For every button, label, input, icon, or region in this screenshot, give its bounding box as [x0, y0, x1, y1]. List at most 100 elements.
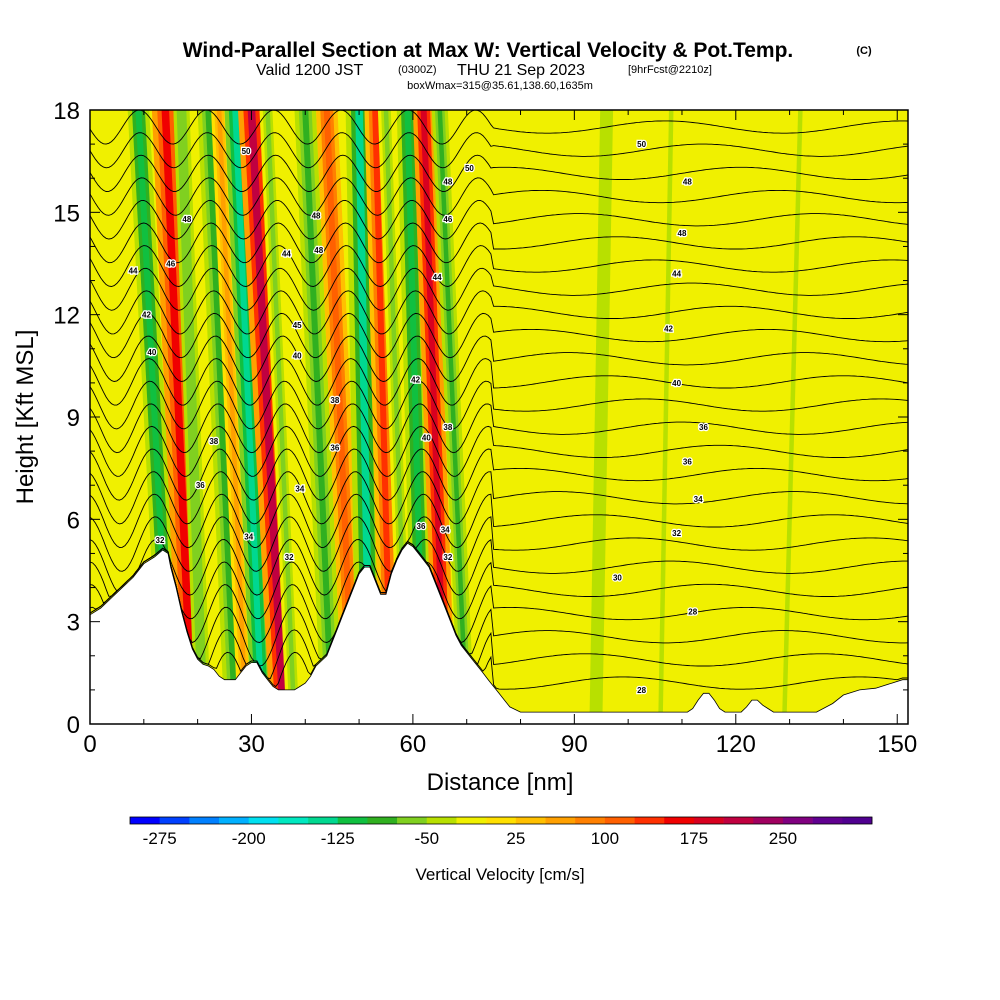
colorbar-label: -200: [232, 829, 266, 848]
x-tick-label: 0: [83, 731, 96, 758]
theta-contour: [90, 540, 908, 680]
colorbar-title: Vertical Velocity [cm/s]: [415, 865, 584, 884]
contour-label: 48: [182, 215, 191, 224]
contour-label: 50: [242, 147, 251, 156]
contour-label: 48: [683, 178, 692, 187]
colorbar-label: -50: [415, 829, 440, 848]
svg-text:THU 21 Sep 2023: THU 21 Sep 2023: [457, 62, 585, 79]
contour-label: 38: [330, 396, 339, 405]
theta-contour: [90, 222, 908, 264]
colorbar-label: 25: [506, 829, 525, 848]
colorbar-swatch: [189, 817, 220, 824]
chart-subtitle: Valid 1200 JST (0300Z) THU 21 Sep 2023 […: [256, 62, 712, 79]
colorbar-swatch: [545, 817, 576, 824]
velocity-band: [592, 110, 610, 724]
svg-text:Valid 1200 JST: Valid 1200 JST: [256, 62, 364, 79]
contour-label: 28: [637, 686, 646, 695]
colorbar-label: -125: [321, 829, 355, 848]
colorbar-swatch: [575, 817, 606, 824]
colorbar-swatch: [664, 817, 695, 824]
contour-label: 48: [312, 212, 321, 221]
colorbar-swatch: [248, 817, 279, 824]
terrain-mask: [90, 542, 908, 724]
theta-contour: [90, 448, 908, 501]
y-tick-label: 0: [67, 712, 80, 739]
colorbar-swatch: [278, 817, 309, 824]
plot-area: 44 42 40 32 46 48 36 38 50 34 44 32 45 40 34 48 48 38 36 42…: [90, 110, 908, 724]
contour-label: 40: [293, 352, 302, 361]
theta-contour: [90, 267, 908, 311]
contour-label: 42: [142, 311, 151, 320]
velocity-band: [302, 110, 336, 724]
colorbar-swatch: [604, 817, 635, 824]
colorbar-label: 100: [591, 829, 619, 848]
contour-label: 45: [293, 321, 302, 330]
colorbar-labels: -275 -200 -125 -50 25 100 175 250: [143, 829, 797, 848]
colorbar-swatch: [397, 817, 428, 824]
velocity-band: [781, 110, 803, 724]
contour-label: 30: [613, 573, 622, 582]
velocity-field: [127, 110, 809, 724]
colorbar-swatch: [219, 817, 250, 824]
x-axis: 0 30 60 90 120 150: [83, 110, 917, 758]
theta-contour: [90, 540, 908, 620]
theta-contour: [90, 540, 908, 690]
contour-label: 38: [443, 423, 452, 432]
colorbar-label: 175: [680, 829, 708, 848]
contour-label: 42: [664, 324, 673, 333]
colorbar-swatch: [486, 817, 517, 824]
theta-contour: [90, 493, 908, 548]
theta-contour: [90, 245, 908, 287]
colorbar-swatch: [782, 817, 813, 824]
colorbar-swatch: [456, 817, 487, 824]
y-tick-label: 12: [53, 303, 80, 330]
contour-label: 34: [295, 485, 304, 494]
velocity-band: [179, 110, 206, 724]
theta-contour: [90, 200, 908, 240]
contour-label: 38: [209, 437, 218, 446]
copyright-mark: (C): [856, 45, 872, 57]
colorbar-frame: [129, 816, 873, 825]
colorbar-swatch: [634, 817, 665, 824]
x-tick-label: 90: [561, 731, 588, 758]
theta-contour: [90, 312, 908, 359]
theta-contour: [90, 540, 908, 667]
colorbar-swatch: [367, 817, 398, 824]
contour-label: 36: [330, 444, 339, 453]
y-tick-label: 9: [67, 405, 80, 432]
x-tick-label: 120: [716, 731, 756, 758]
theta-contour: [90, 471, 908, 525]
theta-contour: [90, 538, 908, 596]
velocity-band: [265, 110, 297, 724]
contour-label: 42: [411, 375, 420, 384]
theta-contour: [90, 403, 908, 454]
contour-label: 44: [433, 273, 442, 282]
contour-label: 28: [688, 607, 697, 616]
contour-label: 34: [441, 526, 450, 535]
contour-label: 40: [672, 379, 681, 388]
theta-contour: [90, 380, 908, 430]
svg-text:(0300Z): (0300Z): [398, 64, 437, 76]
colorbar-swatch: [723, 817, 754, 824]
velocity-band: [205, 110, 239, 724]
contour-label: 36: [683, 457, 692, 466]
contour-label: 36: [417, 522, 426, 531]
chart-box-info: boxWmax=315@35.61,138.60,1635m: [407, 80, 593, 92]
y-tick-label: 3: [67, 610, 80, 637]
velocity-band: [161, 110, 197, 724]
contour-label: 32: [672, 529, 681, 538]
colorbar: [129, 816, 873, 825]
colorbar-label: -275: [143, 829, 177, 848]
contour-label: 40: [422, 433, 431, 442]
contour-label: 36: [196, 481, 205, 490]
theta-contour: [90, 290, 908, 335]
colorbar-swatch: [693, 817, 724, 824]
chart-title: Wind-Parallel Section at Max W: Vertical…: [183, 39, 794, 62]
theta-contour: [90, 540, 908, 644]
contour-label: 34: [694, 495, 703, 504]
contour-label: 32: [285, 553, 294, 562]
colorbar-swatch: [426, 817, 457, 824]
colorbar-swatch: [812, 817, 843, 824]
theta-contour: [90, 132, 908, 169]
